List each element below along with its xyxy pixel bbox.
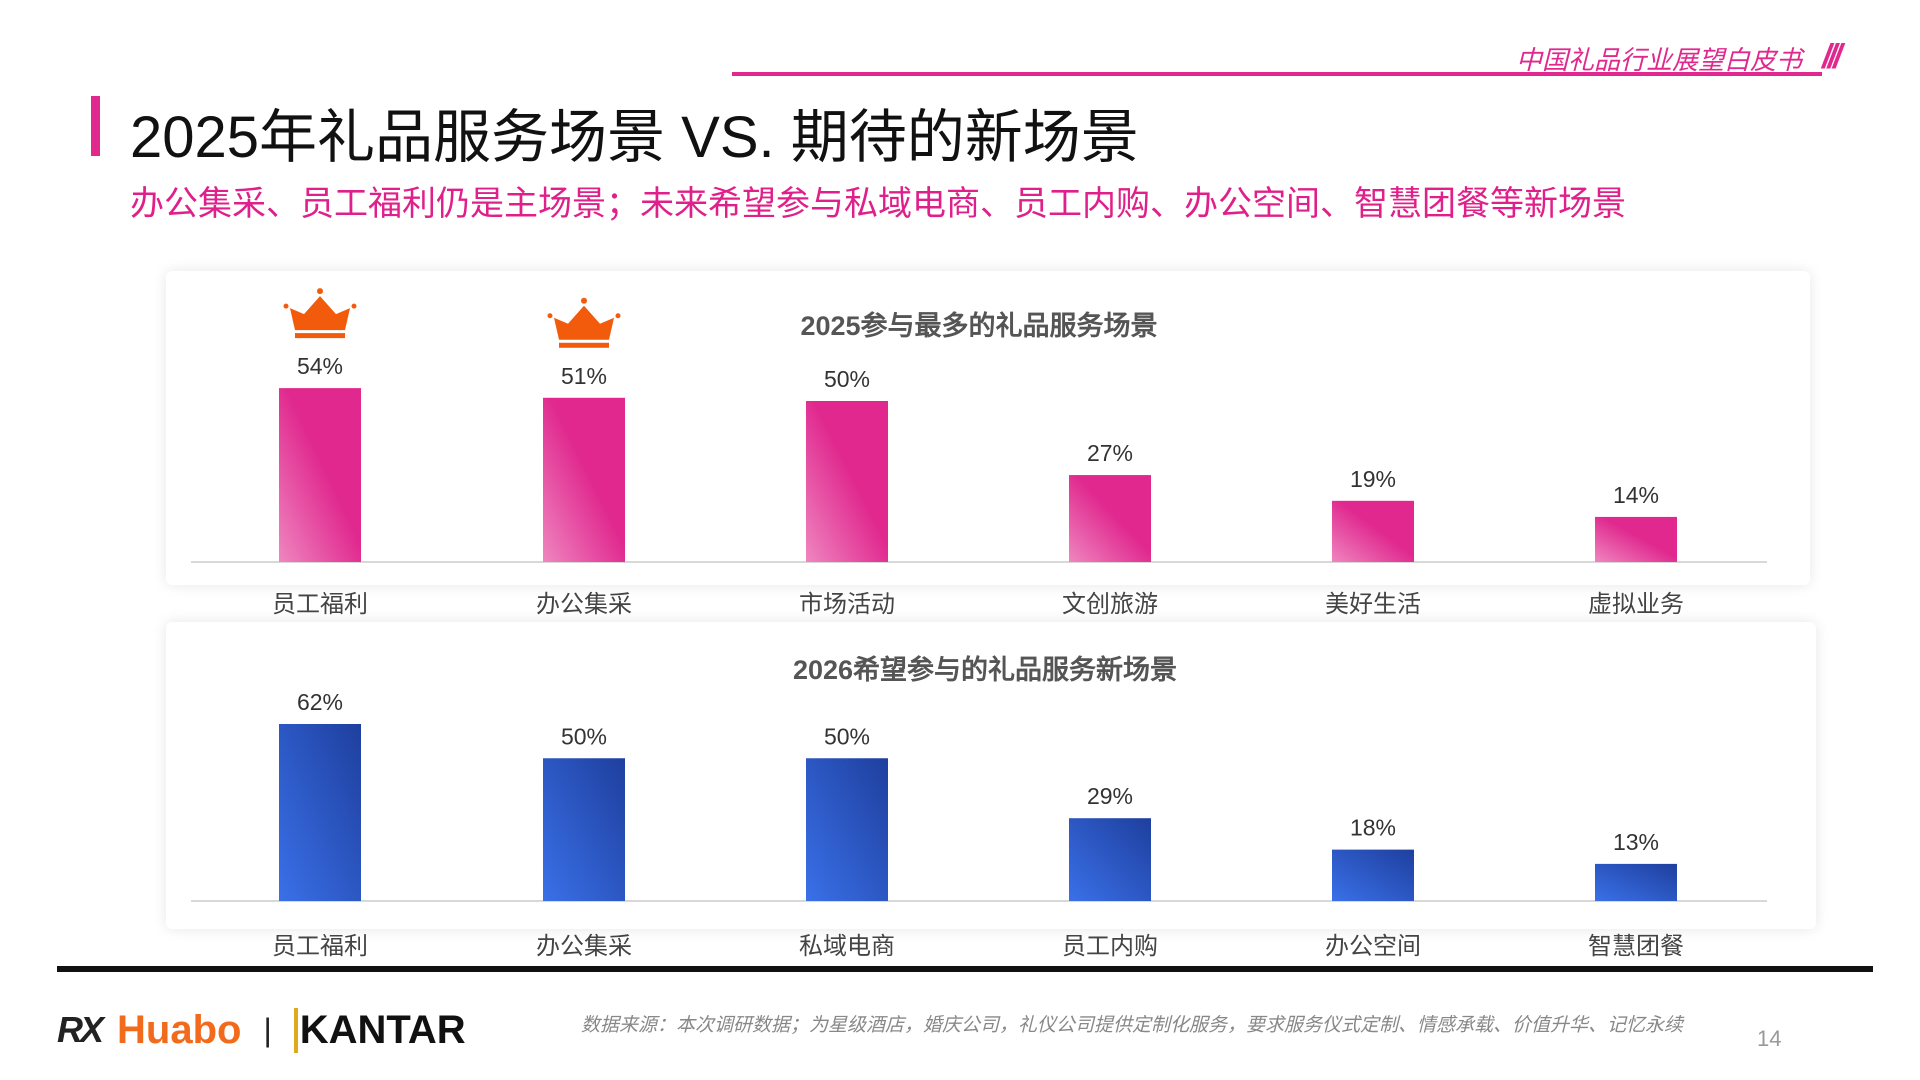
value-label: 29%	[1087, 783, 1133, 809]
bar-2025-0	[279, 388, 361, 562]
category-label: 虚拟业务	[1588, 590, 1684, 618]
bar-2025-4	[1332, 500, 1414, 562]
header-rule	[732, 72, 1822, 76]
bar-2026-1	[543, 758, 625, 901]
bar-2026-2	[806, 758, 888, 901]
bar-2025-1	[543, 397, 625, 562]
category-label: 办公集采	[536, 932, 632, 960]
category-label: 智慧团餐	[1588, 932, 1684, 960]
value-label: 18%	[1350, 815, 1396, 841]
value-label: 62%	[297, 689, 343, 715]
value-label: 50%	[561, 723, 607, 749]
logo-separator: |	[263, 1011, 272, 1048]
value-label: 27%	[1087, 440, 1133, 466]
category-label: 私域电商	[799, 932, 895, 960]
crown-icon-jewel	[581, 297, 587, 304]
crown-icon	[290, 296, 350, 331]
chart-panel-2025	[166, 271, 1810, 585]
bar-2025-3	[1069, 475, 1151, 562]
category-label: 员工内购	[1062, 932, 1158, 960]
category-label: 办公集采	[536, 590, 632, 618]
category-label: 办公空间	[1325, 932, 1421, 960]
category-label: 员工福利	[272, 590, 368, 618]
value-label: 14%	[1613, 482, 1659, 508]
value-label: 13%	[1613, 829, 1659, 855]
page-title: 2025年礼品服务场景 VS. 期待的新场景	[130, 105, 1139, 170]
value-label: 51%	[561, 363, 607, 389]
document-title: 中国礼品行业展望白皮书	[1515, 45, 1802, 75]
crown-icon	[554, 305, 614, 340]
bar-2025-2	[806, 401, 888, 562]
bar-2025-5	[1595, 516, 1677, 562]
data-source-note: 数据来源：本次调研数据；为星级酒店，婚庆公司，礼仪公司提供定制化服务，要求服务仪…	[581, 1015, 1684, 1036]
chart-title-2026: 2026希望参与的礼品服务新场景	[792, 655, 1178, 685]
title-accent-bar	[91, 96, 100, 156]
value-label: 54%	[297, 353, 343, 379]
crown-icon-jewel	[547, 313, 553, 319]
bar-2026-4	[1332, 849, 1414, 901]
footer-logos: RX Huabo | KANTAR	[57, 1007, 466, 1053]
bar-2026-0	[279, 723, 361, 901]
value-label: 50%	[824, 366, 870, 392]
crown-icon-jewel	[615, 313, 621, 319]
bar-2026-5	[1595, 863, 1677, 901]
category-label: 文创旅游	[1062, 590, 1158, 618]
footer-divider	[57, 966, 1873, 972]
rx-logo: RX	[57, 1009, 104, 1050]
category-label: 市场活动	[799, 590, 895, 618]
value-label: 50%	[824, 723, 870, 749]
crown-icon-jewel	[283, 303, 289, 309]
category-label: 美好生活	[1325, 590, 1421, 618]
bar-2026-3	[1069, 818, 1151, 901]
page-number: 14	[1757, 1026, 1782, 1051]
kantar-logo: KANTAR	[293, 1007, 466, 1053]
crown-icon-base	[559, 342, 609, 348]
value-label: 19%	[1350, 466, 1396, 492]
chart-panel-2026	[166, 622, 1816, 929]
crown-icon-base	[295, 333, 345, 339]
huabo-logo: Huabo	[117, 1007, 242, 1052]
crown-icon-jewel	[317, 288, 323, 295]
crown-icon-jewel	[351, 303, 357, 309]
category-label: 员工福利	[272, 932, 368, 960]
page-subtitle: 办公集采、员工福利仍是主场景；未来希望参与私域电商、员工内购、办公空间、智慧团餐…	[130, 185, 1626, 223]
chart-title-2025: 2025参与最多的礼品服务场景	[800, 311, 1158, 341]
header-slashes: ///	[1822, 38, 1842, 76]
